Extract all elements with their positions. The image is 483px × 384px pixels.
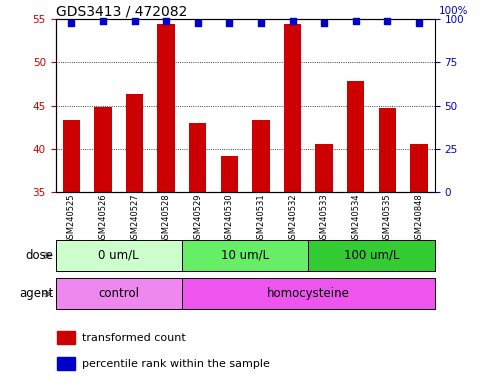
Text: 0 um/L: 0 um/L xyxy=(99,249,139,262)
Bar xyxy=(157,23,175,192)
Point xyxy=(131,18,139,24)
Bar xyxy=(57,357,74,370)
Point xyxy=(320,20,328,26)
Text: percentile rank within the sample: percentile rank within the sample xyxy=(82,359,270,369)
Text: 10 um/L: 10 um/L xyxy=(221,249,269,262)
Bar xyxy=(284,23,301,192)
Bar xyxy=(410,144,427,192)
Point xyxy=(194,20,201,26)
Text: GDS3413 / 472082: GDS3413 / 472082 xyxy=(56,4,187,18)
Text: agent: agent xyxy=(19,287,53,300)
Point xyxy=(384,18,391,24)
Text: 100 um/L: 100 um/L xyxy=(344,249,399,262)
Point xyxy=(99,18,107,24)
Text: control: control xyxy=(98,287,139,300)
Bar xyxy=(126,94,143,192)
Bar xyxy=(182,278,435,309)
Text: transformed count: transformed count xyxy=(82,333,186,343)
Point xyxy=(352,18,359,24)
Bar xyxy=(57,331,74,344)
Bar xyxy=(308,240,435,271)
Bar xyxy=(315,144,333,192)
Bar xyxy=(94,107,112,192)
Text: 100%: 100% xyxy=(439,7,469,17)
Bar xyxy=(252,120,270,192)
Bar xyxy=(182,240,308,271)
Bar xyxy=(347,81,364,192)
Point xyxy=(289,18,297,24)
Bar xyxy=(63,120,80,192)
Text: homocysteine: homocysteine xyxy=(267,287,350,300)
Point xyxy=(226,20,233,26)
Point xyxy=(257,20,265,26)
Point xyxy=(162,18,170,24)
Bar xyxy=(189,123,206,192)
Point xyxy=(68,20,75,26)
Text: dose: dose xyxy=(25,249,53,262)
Bar xyxy=(56,240,182,271)
Bar xyxy=(221,156,238,192)
Bar xyxy=(379,108,396,192)
Point xyxy=(415,20,423,26)
Bar xyxy=(56,278,182,309)
